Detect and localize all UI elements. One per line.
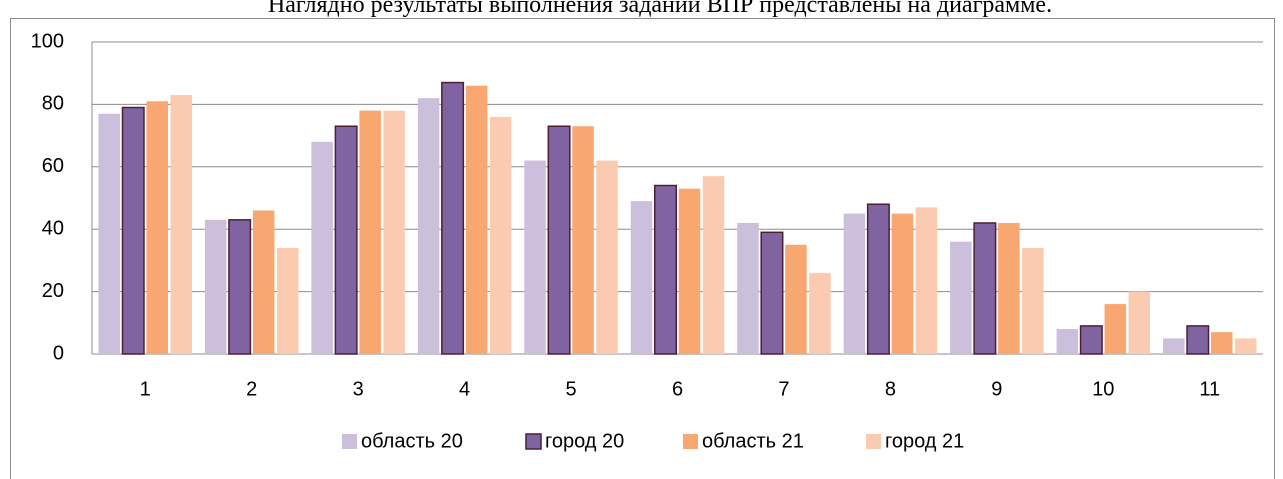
bar: [311, 141, 333, 354]
x-tick-label: 2: [246, 378, 257, 400]
bar: [276, 247, 299, 354]
bar: [334, 125, 358, 355]
bar: [1022, 247, 1044, 354]
y-tick-label: 60: [42, 155, 64, 177]
bar: [1163, 338, 1185, 354]
y-tick-label: 80: [42, 93, 64, 115]
bar: [252, 210, 275, 354]
x-tick-label: 1: [140, 378, 151, 400]
x-tick-label: 9: [991, 378, 1002, 400]
bar: [891, 213, 914, 354]
x-tick-label: 4: [459, 378, 470, 400]
x-tick-label: 6: [672, 378, 683, 400]
header-text: Наглядно результаты выполнения заданий В…: [268, 0, 1052, 18]
bar: [1104, 304, 1127, 354]
bar: [228, 219, 252, 355]
bar: [359, 110, 381, 354]
bar: [170, 95, 192, 354]
bar: [547, 125, 571, 355]
bar: [678, 188, 701, 354]
bar: [465, 85, 488, 355]
bar: [1128, 291, 1151, 354]
y-tick-label: 40: [42, 217, 64, 239]
bar: [630, 201, 653, 354]
bar: [760, 231, 784, 355]
bar: [383, 110, 405, 354]
legend-swatch: [866, 434, 881, 449]
bar: [950, 241, 972, 354]
x-tick-label: 10: [1092, 378, 1114, 400]
bar: [1235, 338, 1257, 354]
bar: [866, 203, 890, 355]
bar: [702, 176, 725, 354]
bar: [809, 272, 831, 354]
legend-swatch: [342, 434, 357, 449]
bar: [915, 207, 938, 354]
bar: [596, 160, 618, 354]
y-tick-label: 20: [42, 280, 64, 302]
bar: [1211, 332, 1233, 354]
bar: [973, 222, 997, 355]
bar: [489, 116, 512, 354]
legend-label: область 21: [702, 430, 804, 452]
bar: [146, 101, 168, 354]
bar: [654, 184, 677, 355]
bar: [204, 219, 227, 354]
bar: [1079, 325, 1103, 355]
bar: [737, 222, 759, 354]
x-tick-label: 5: [565, 378, 576, 400]
bar: [1056, 329, 1079, 354]
chart-border: [10, 18, 1275, 479]
legend-label: город 21: [885, 430, 964, 452]
x-tick-label: 7: [778, 378, 789, 400]
x-tick-label: 3: [353, 378, 364, 400]
bar: [524, 160, 546, 354]
bar: [441, 81, 465, 355]
bar: [572, 126, 594, 355]
legend-swatch: [683, 434, 698, 449]
x-tick-label: 8: [885, 378, 896, 400]
legend-label: город 20: [545, 430, 624, 452]
legend-label: область 20: [361, 430, 463, 452]
legend-swatch: [525, 433, 542, 450]
bar: [1186, 325, 1210, 355]
bar: [121, 106, 145, 355]
bar: [998, 222, 1020, 354]
bar: [843, 213, 866, 354]
y-tick-label: 100: [31, 30, 64, 52]
y-tick-label: 0: [53, 342, 64, 364]
x-tick-label: 11: [1199, 378, 1220, 400]
bar: [98, 113, 120, 354]
bar: [785, 244, 807, 354]
bar: [417, 98, 440, 354]
